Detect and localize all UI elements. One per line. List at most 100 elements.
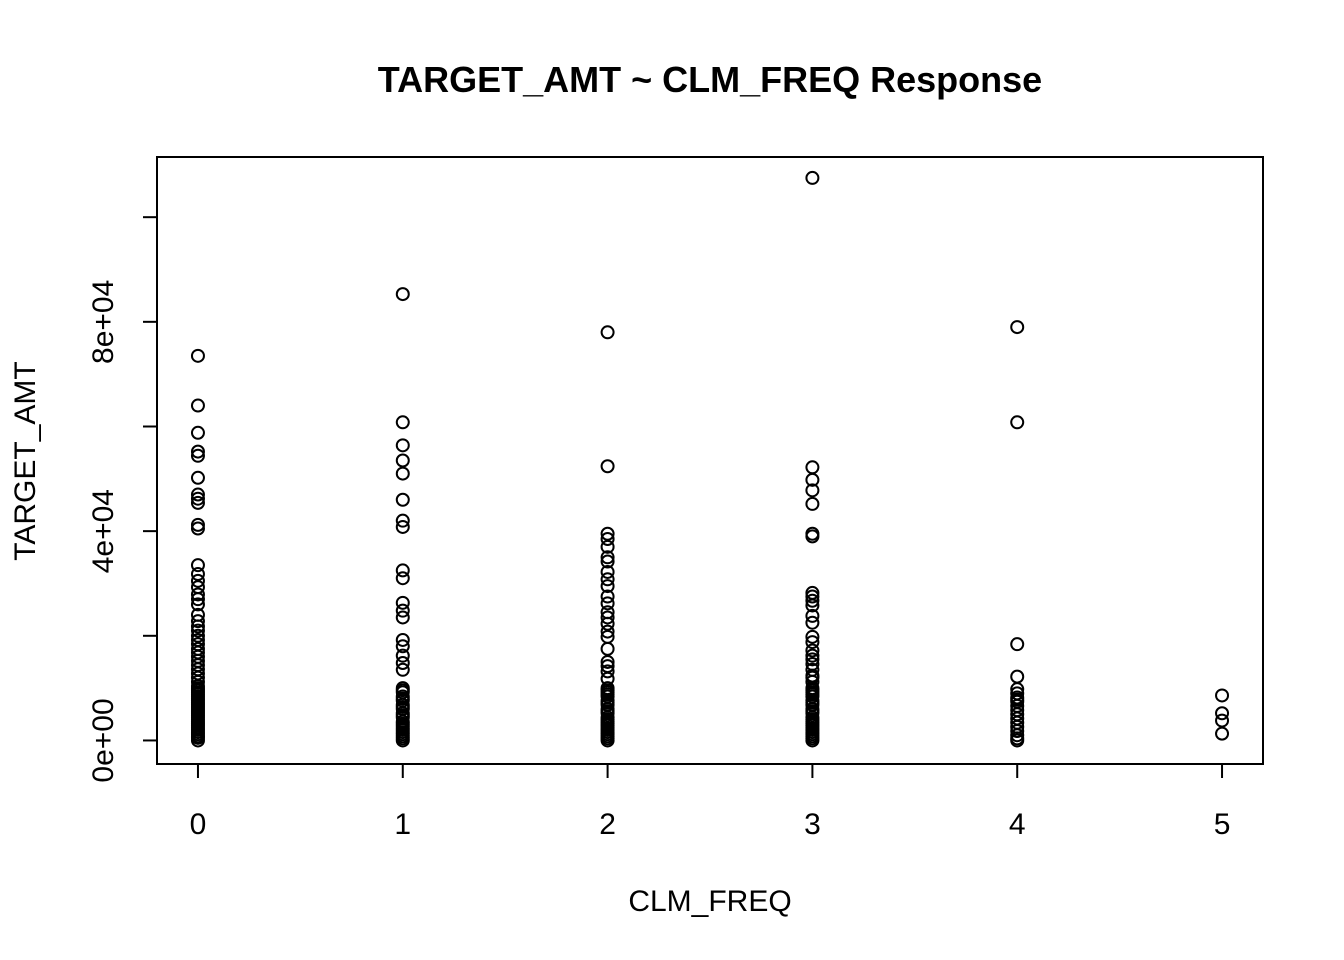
- data-point: [190, 614, 205, 629]
- data-point: [190, 348, 205, 363]
- data-point: [395, 610, 410, 625]
- data-point: [395, 466, 410, 481]
- data-point: [190, 448, 205, 463]
- data-point: [805, 635, 820, 650]
- data-point: [805, 716, 820, 731]
- x-axis: 0 1 2 3 4 5: [190, 763, 1231, 841]
- data-point: [1010, 320, 1025, 335]
- plot-frame: [156, 156, 1264, 765]
- data-point: [600, 589, 615, 604]
- data-point: [395, 595, 410, 610]
- data-point: [395, 563, 410, 578]
- data-point: [805, 720, 820, 735]
- data-point: [395, 519, 410, 534]
- data-point: [600, 720, 615, 735]
- data-point: [190, 444, 205, 459]
- data-point: [600, 664, 615, 679]
- data-point: [1010, 692, 1025, 707]
- data-point: [190, 398, 205, 413]
- data-point: [395, 603, 410, 618]
- data-point: [190, 689, 205, 704]
- data-point: [805, 643, 820, 658]
- data-point: [190, 487, 205, 502]
- data-point: [1010, 733, 1025, 748]
- data-point: [600, 554, 615, 569]
- data-point: [395, 699, 410, 714]
- data-point: [1010, 415, 1025, 430]
- data-point: [600, 325, 615, 340]
- data-point: [1215, 713, 1230, 728]
- data-point: [1010, 669, 1025, 684]
- data-point: [395, 632, 410, 647]
- data-point: [805, 593, 820, 608]
- data-point: [395, 720, 410, 735]
- data-point: [600, 616, 615, 631]
- data-point: [190, 685, 205, 700]
- data-point: [805, 608, 820, 623]
- data-point: [395, 513, 410, 528]
- data-point: [395, 287, 410, 302]
- data-point: [395, 729, 410, 744]
- data-point: [805, 483, 820, 498]
- data-point: [190, 567, 205, 582]
- data-point: [395, 415, 410, 430]
- data-point: [395, 492, 410, 507]
- data-point: [805, 589, 820, 604]
- data-point: [395, 453, 410, 468]
- data-point: [190, 592, 205, 607]
- data-point: [600, 596, 615, 611]
- data-point: [395, 683, 410, 698]
- data-point: [600, 716, 615, 731]
- data-point: [190, 597, 205, 612]
- data-point: [395, 648, 410, 663]
- data-point: [190, 425, 205, 440]
- data-point: [395, 662, 410, 677]
- data-point: [805, 629, 820, 644]
- data-point: [805, 674, 820, 689]
- data-point: [1010, 637, 1025, 652]
- data-point: [600, 624, 615, 639]
- x-tick-label: 4: [1009, 808, 1026, 841]
- y-axis-label: TARGET_AMT: [9, 361, 42, 560]
- data-point: [805, 460, 820, 475]
- data-point: [805, 472, 820, 487]
- data-point: [600, 725, 615, 740]
- data-point: [1215, 688, 1230, 703]
- data-point: [190, 628, 205, 643]
- data-point: [600, 654, 615, 669]
- data-point: [600, 687, 615, 702]
- data-point: [395, 639, 410, 654]
- data-point: [395, 438, 410, 453]
- data-point: [600, 539, 615, 554]
- x-tick-label: 3: [804, 808, 821, 841]
- x-tick-label: 2: [599, 808, 616, 841]
- data-point: [805, 496, 820, 511]
- data-point: [600, 550, 615, 565]
- data-point: [1215, 726, 1230, 741]
- data-point: [805, 695, 820, 710]
- data-point: [805, 170, 820, 185]
- data-point: [190, 470, 205, 485]
- data-point: [805, 615, 820, 630]
- x-tick-label: 1: [394, 808, 411, 841]
- data-point: [805, 598, 820, 613]
- data-point: [600, 459, 615, 474]
- data-point: [190, 491, 205, 506]
- data-point: [190, 681, 205, 696]
- data-point: [805, 529, 820, 544]
- x-axis-label: CLM_FREQ: [628, 885, 791, 918]
- data-point: [395, 725, 410, 740]
- chart-title: TARGET_AMT ~ CLM_FREQ Response: [378, 59, 1042, 100]
- data-point: [395, 571, 410, 586]
- data-point: [395, 691, 410, 706]
- data-point: [600, 572, 615, 587]
- y-tick-label: 0e+00: [87, 698, 120, 782]
- data-point: [190, 495, 205, 510]
- data-point: [600, 531, 615, 546]
- data-point: [805, 652, 820, 667]
- data-point: [600, 610, 615, 625]
- data-point: [600, 641, 615, 656]
- x-tick-label: 5: [1214, 808, 1231, 841]
- data-point: [600, 526, 615, 541]
- data-point: [190, 517, 205, 532]
